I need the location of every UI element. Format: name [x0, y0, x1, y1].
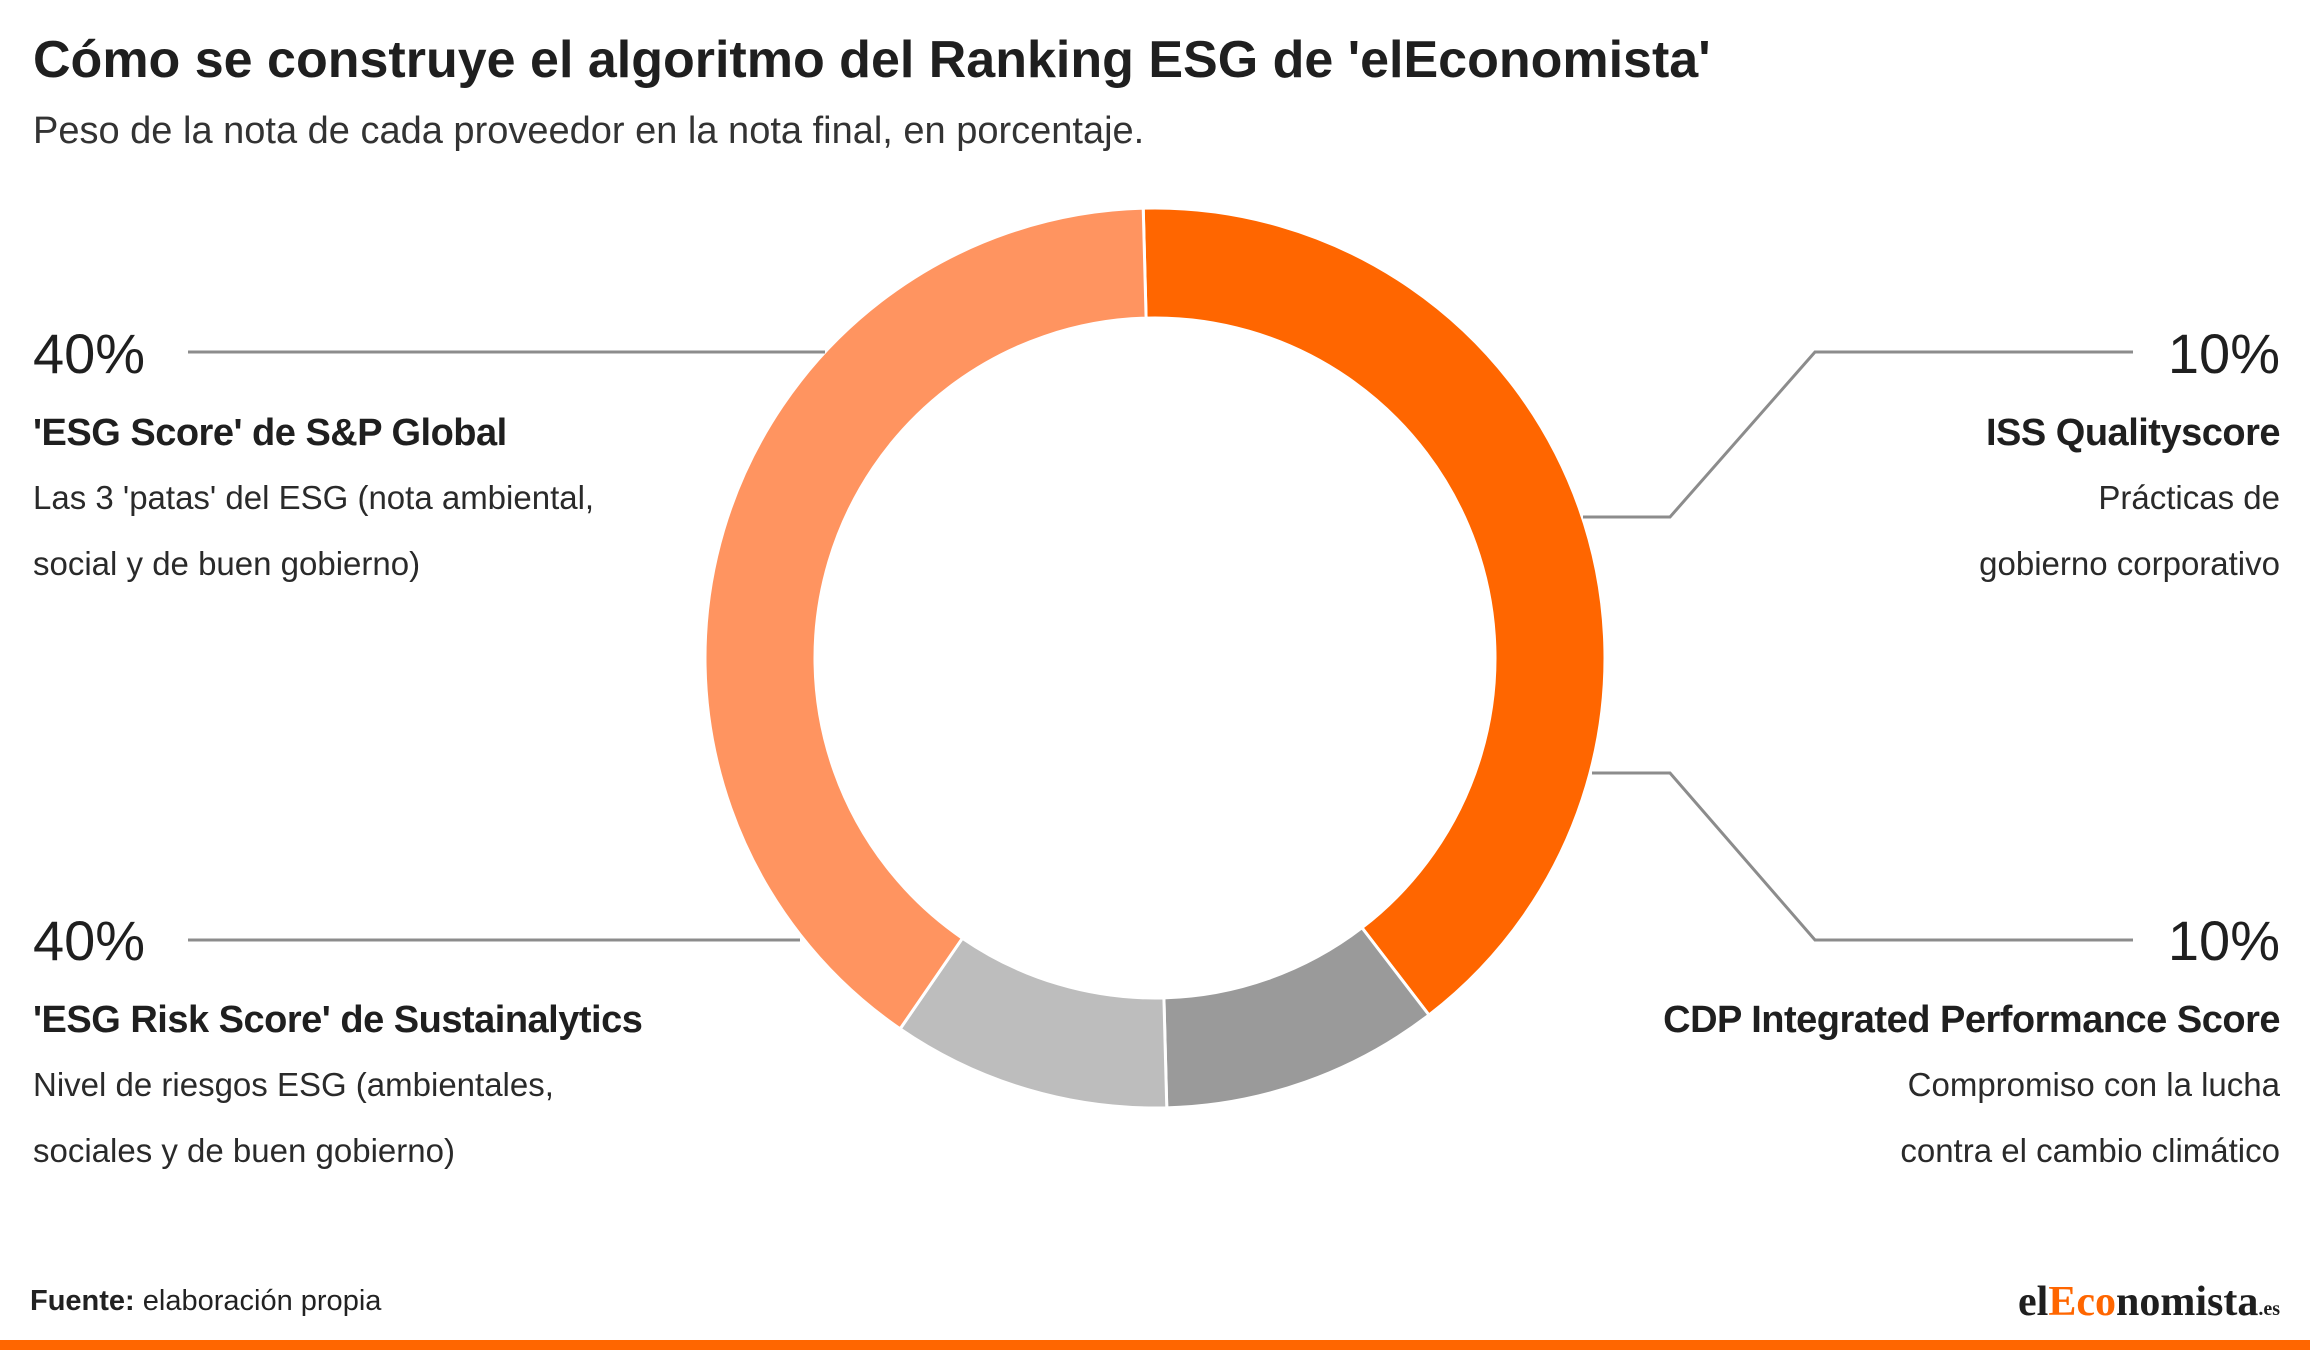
value-label: 10% [2167, 322, 2280, 385]
slice-name: 'ESG Risk Score' de Sustainalytics [33, 999, 643, 1041]
slice-name: 'ESG Score' de S&P Global [33, 412, 507, 454]
chart-subtitle: Peso de la nota de cada proveedor en la … [33, 110, 1145, 152]
leader-line-iss [1583, 350, 2133, 519]
slice-name: CDP Integrated Performance Score [1663, 999, 2280, 1041]
leader-line-cdp [1592, 771, 2133, 942]
slice-name: ISS Qualityscore [1985, 412, 2281, 454]
brand-logo[interactable]: elEconomista.es [2018, 1279, 2280, 1325]
slice-description: Prácticas de gobierno corporativo [1979, 479, 2280, 582]
label-cdp: 10% CDP Integrated Performance Score Com… [1663, 913, 2280, 1184]
value-label: 40% [33, 322, 146, 385]
value-label: 10% [2167, 909, 2280, 972]
label-iss: 10% ISS Qualityscore Prácticas de gobier… [1979, 326, 2280, 597]
bottom-accent-bar [0, 1340, 2310, 1350]
source-note: Fuente: elaboración propia [30, 1285, 382, 1317]
slice-description: Compromiso con la lucha contra el cambio… [1900, 1066, 2280, 1169]
label-sp-global: 40% 'ESG Score' de S&P Global Las 3 'pat… [33, 326, 594, 597]
value-label: 40% [33, 909, 146, 972]
slice-sustainalytics [703, 206, 1148, 1031]
label-sustainalytics: 40% 'ESG Risk Score' de Sustainalytics N… [33, 909, 643, 1184]
slice-sp-global [1141, 206, 1607, 1018]
slice-description: Nivel de riesgos ESG (ambientales, socia… [33, 1066, 554, 1169]
chart-title: Cómo se construye el algoritmo del Ranki… [33, 31, 1711, 89]
slice-description: Las 3 'patas' del ESG (nota ambiental, s… [33, 479, 595, 582]
